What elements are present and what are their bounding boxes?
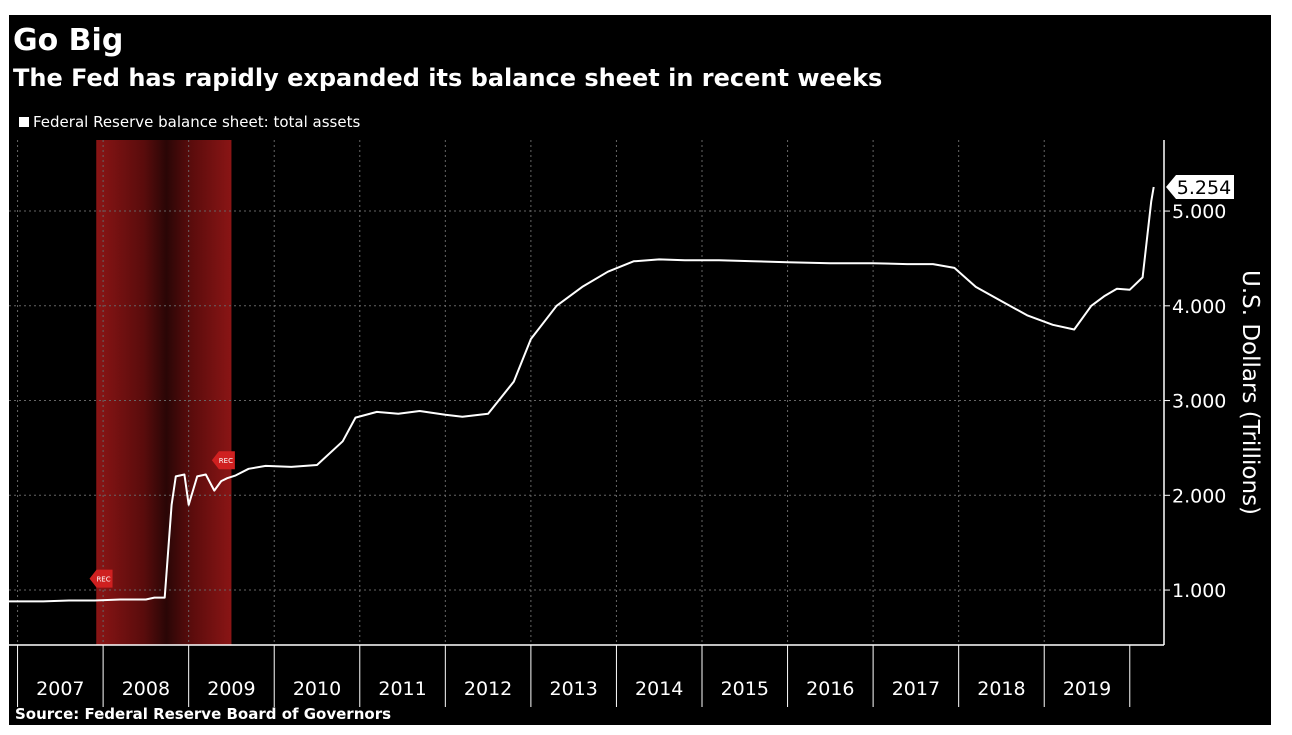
x-tick-label: 2008 bbox=[122, 678, 170, 700]
x-tick-label: 2016 bbox=[806, 678, 854, 700]
chart-panel: Go Big The Fed has rapidly expanded its … bbox=[9, 15, 1271, 725]
rec-marker: REC bbox=[89, 569, 113, 588]
x-tick-label: 2007 bbox=[36, 678, 84, 700]
series-line bbox=[9, 186, 1155, 603]
y-axis-title: U.S. Dollars (Trillions) bbox=[1237, 270, 1263, 515]
last-value-label: 5.254 bbox=[1166, 174, 1234, 199]
legend-swatch bbox=[19, 117, 29, 127]
x-tick-label: 2014 bbox=[635, 678, 683, 700]
x-tick-label: 2018 bbox=[977, 678, 1025, 700]
rec-marker: REC bbox=[211, 451, 235, 470]
rec-marker-label: REC bbox=[219, 457, 233, 465]
y-tick-label: 2.000 bbox=[1172, 485, 1226, 507]
x-tick-label: 2010 bbox=[293, 678, 341, 700]
y-tick-label: 5.000 bbox=[1172, 201, 1226, 223]
last-value-box bbox=[1166, 174, 1234, 199]
x-tick-label: 2019 bbox=[1063, 678, 1111, 700]
last-value-text: 5.254 bbox=[1177, 177, 1231, 199]
rec-marker-label: REC bbox=[96, 576, 110, 584]
x-tick-label: 2009 bbox=[207, 678, 255, 700]
x-tick-label: 2017 bbox=[892, 678, 940, 700]
x-tick-label: 2011 bbox=[378, 678, 426, 700]
y-tick-label: 4.000 bbox=[1172, 296, 1226, 318]
x-tick-label: 2012 bbox=[464, 678, 512, 700]
chart-title: Go Big bbox=[13, 23, 124, 58]
rec-marker-shape bbox=[211, 451, 235, 470]
y-tick-label: 3.000 bbox=[1172, 391, 1226, 413]
legend: Federal Reserve balance sheet: total ass… bbox=[19, 113, 360, 131]
legend-label: Federal Reserve balance sheet: total ass… bbox=[33, 113, 361, 131]
x-tick-label: 2013 bbox=[549, 678, 597, 700]
x-tick-label: 2015 bbox=[721, 678, 769, 700]
chart-plot: 1.000 2.000 3.000 4.000 5.000 2007 2008 2009 201… bbox=[9, 140, 1263, 707]
rec-marker-shape bbox=[89, 569, 113, 588]
chart-subtitle: The Fed has rapidly expanded its balance… bbox=[13, 64, 883, 92]
source-note: Source: Federal Reserve Board of Governo… bbox=[15, 705, 392, 723]
recession-band bbox=[96, 140, 232, 645]
y-tick-label: 1.000 bbox=[1172, 580, 1226, 602]
